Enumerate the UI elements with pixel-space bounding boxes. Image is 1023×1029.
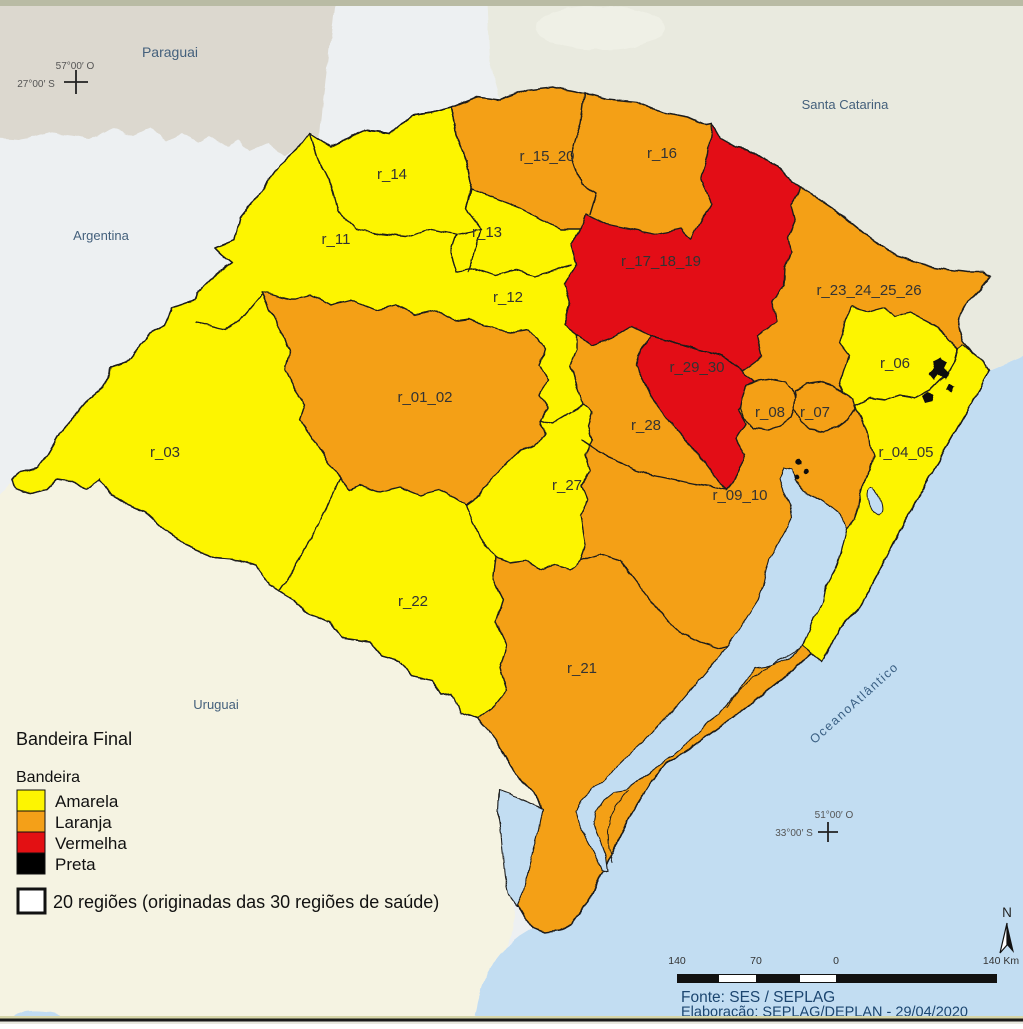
svg-text:Fonte: SES / SEPLAG: Fonte: SES / SEPLAG xyxy=(681,989,835,1006)
svg-text:Argentina: Argentina xyxy=(73,228,129,243)
svg-text:Preta: Preta xyxy=(55,855,96,874)
svg-text:20 regiões (originadas das 30: 20 regiões (originadas das 30 regiões de… xyxy=(53,892,439,912)
svg-text:r_03: r_03 xyxy=(150,444,180,461)
svg-text:Santa Catarina: Santa Catarina xyxy=(802,97,889,112)
svg-text:Amarela: Amarela xyxy=(55,792,119,811)
svg-text:27°00′ S: 27°00′ S xyxy=(17,79,55,90)
svg-text:r_12: r_12 xyxy=(493,289,523,306)
svg-text:r_13: r_13 xyxy=(472,224,502,241)
svg-text:r_28: r_28 xyxy=(631,417,661,434)
svg-text:r_16: r_16 xyxy=(647,145,677,162)
svg-text:r_01_02: r_01_02 xyxy=(397,389,452,406)
svg-text:r_17_18_19: r_17_18_19 xyxy=(621,253,701,270)
svg-text:r_08: r_08 xyxy=(755,404,785,421)
svg-text:r_07: r_07 xyxy=(800,404,830,421)
svg-text:57°00′ O: 57°00′ O xyxy=(56,61,95,72)
svg-text:33°00′ S: 33°00′ S xyxy=(775,828,813,839)
svg-text:r_11: r_11 xyxy=(322,231,351,248)
svg-text:r_29_30: r_29_30 xyxy=(669,359,724,376)
svg-text:Bandeira: Bandeira xyxy=(16,769,80,786)
svg-text:51°00′ O: 51°00′ O xyxy=(815,810,854,821)
svg-text:0: 0 xyxy=(833,955,839,967)
svg-text:r_15_20: r_15_20 xyxy=(519,148,574,165)
svg-text:Vermelha: Vermelha xyxy=(55,834,127,853)
svg-text:r_22: r_22 xyxy=(398,593,428,610)
svg-text:r_23_24_25_26: r_23_24_25_26 xyxy=(816,282,921,299)
svg-text:r_06: r_06 xyxy=(880,355,910,372)
svg-text:Uruguai: Uruguai xyxy=(193,697,239,712)
svg-text:r_27: r_27 xyxy=(552,477,582,494)
svg-text:r_14: r_14 xyxy=(377,166,407,183)
svg-text:70: 70 xyxy=(750,955,762,967)
svg-text:140: 140 xyxy=(668,955,686,967)
svg-text:r_04_05: r_04_05 xyxy=(878,444,933,461)
svg-text:N: N xyxy=(1002,905,1012,920)
svg-text:r_21: r_21 xyxy=(567,660,597,677)
svg-text:Bandeira Final: Bandeira Final xyxy=(16,729,132,749)
svg-text:Paraguai: Paraguai xyxy=(142,44,198,60)
svg-text:140 Km: 140 Km xyxy=(983,955,1019,967)
svg-text:Laranja: Laranja xyxy=(55,813,112,832)
svg-text:r_09_10: r_09_10 xyxy=(712,487,767,504)
